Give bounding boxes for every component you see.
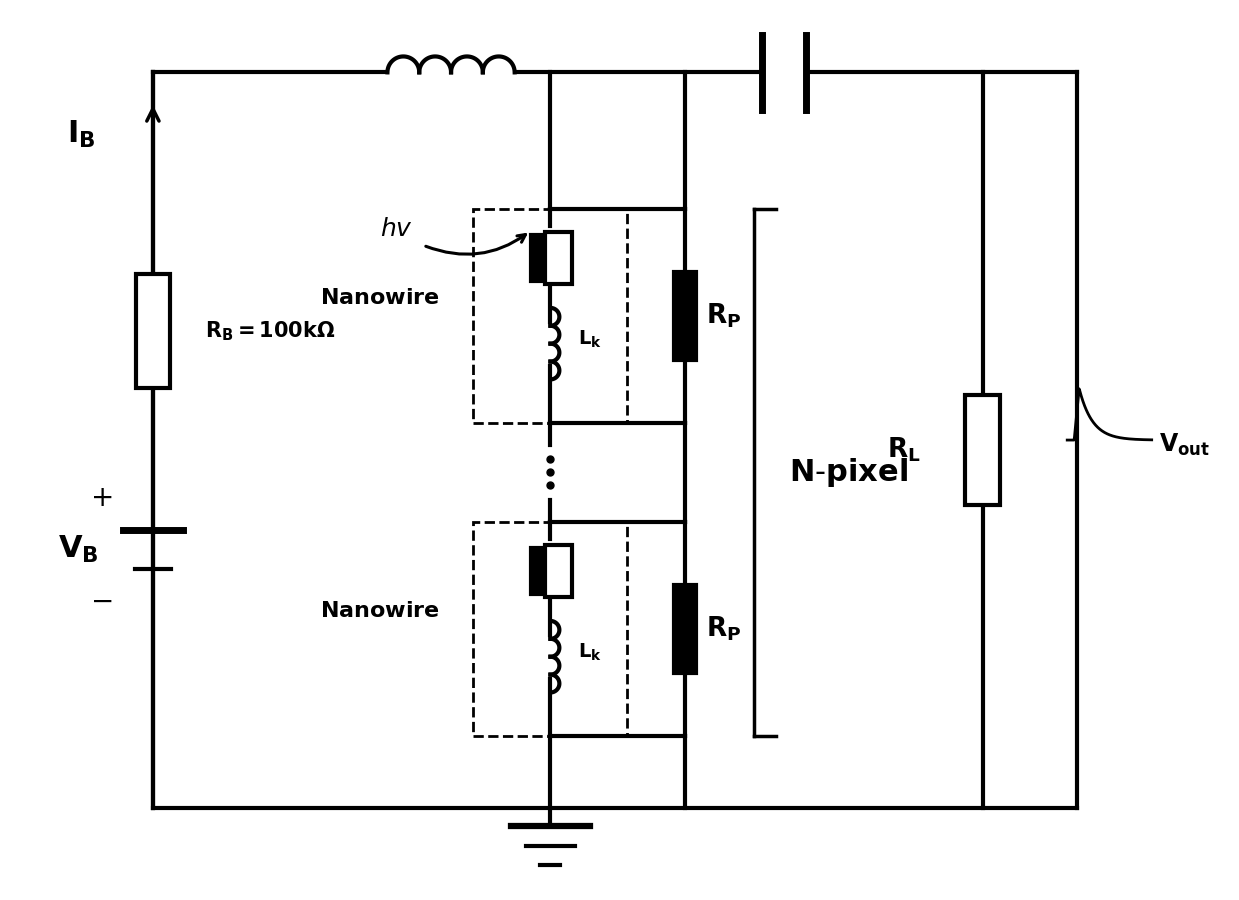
Text: $\mathbf{V_B}$: $\mathbf{V_B}$ xyxy=(58,534,99,565)
Bar xyxy=(532,548,558,594)
Text: $\mathbf{R_L}$: $\mathbf{R_L}$ xyxy=(887,436,921,464)
Text: $\mathbf{Nanowire}$: $\mathbf{Nanowire}$ xyxy=(320,288,440,308)
Text: $\mathbf{L_k}$: $\mathbf{L_k}$ xyxy=(579,642,602,663)
Text: $\mathbf{L_k}$: $\mathbf{L_k}$ xyxy=(579,329,602,350)
Text: $+$: $+$ xyxy=(90,483,113,512)
Bar xyxy=(545,232,571,284)
Text: $\mathbf{I_B}$: $\mathbf{I_B}$ xyxy=(67,119,95,149)
Bar xyxy=(674,585,695,672)
Bar xyxy=(545,545,571,597)
Bar xyxy=(473,209,627,423)
Bar xyxy=(135,274,170,388)
Bar xyxy=(473,522,627,735)
Text: $\mathbf{R_P}$: $\mathbf{R_P}$ xyxy=(706,302,742,330)
Bar xyxy=(532,235,558,281)
Text: $\mathbf{V_{out}}$: $\mathbf{V_{out}}$ xyxy=(1158,432,1209,458)
Text: $\mathbf{Nanowire}$: $\mathbf{Nanowire}$ xyxy=(320,601,440,621)
Text: $-$: $-$ xyxy=(90,587,113,615)
Text: $hv$: $hv$ xyxy=(380,218,413,241)
Bar xyxy=(674,272,695,360)
Text: $\mathbf{R_P}$: $\mathbf{R_P}$ xyxy=(706,615,742,644)
Bar xyxy=(965,395,1000,505)
Text: $\mathbf{R_B=100k\Omega}$: $\mathbf{R_B=100k\Omega}$ xyxy=(204,319,335,343)
Text: $\mathbf{N\text{-}pixel}$: $\mathbf{N\text{-}pixel}$ xyxy=(789,456,908,489)
